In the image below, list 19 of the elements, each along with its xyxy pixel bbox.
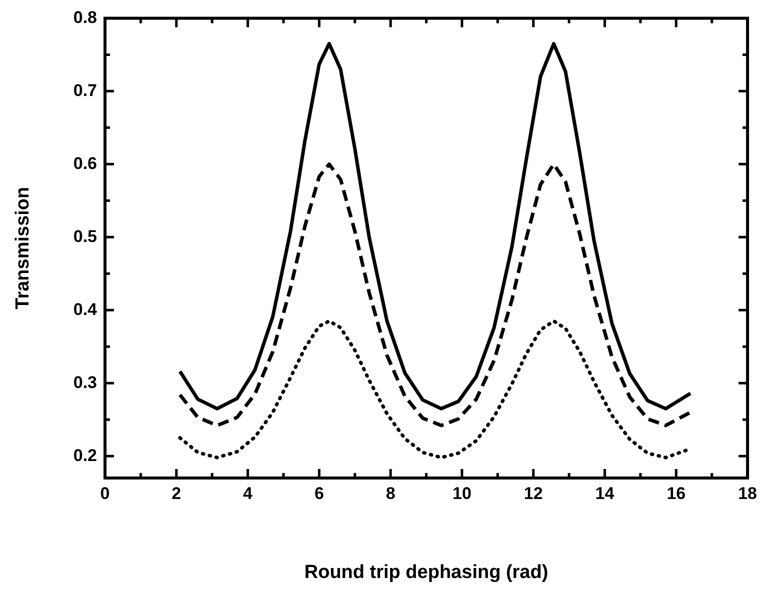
y-tick-label: 0.4: [73, 300, 98, 319]
x-tick-label: 12: [524, 484, 543, 503]
x-tick-label: 8: [386, 484, 396, 503]
y-axis-title: Transmission: [12, 186, 34, 310]
x-tick-label: 14: [595, 484, 615, 503]
y-tick-label: 0.3: [73, 372, 97, 392]
y-tick-label: 0.7: [73, 80, 97, 100]
x-tick-label: 16: [666, 484, 686, 503]
x-axis-title: Round trip dephasing (rad): [304, 562, 548, 583]
y-tick-label: 0.8: [73, 8, 97, 27]
x-tick-label: 4: [243, 484, 254, 503]
x-tick-label: 2: [172, 484, 182, 503]
y-tick-label: 0.2: [73, 446, 97, 465]
x-tick-label: 0: [100, 484, 110, 503]
y-tick-label: 0.6: [73, 154, 97, 173]
x-tick-label: 10: [452, 484, 472, 503]
y-tick-label: 0.5: [73, 226, 97, 246]
x-tick-label: 18: [738, 484, 758, 503]
x-tick-label: 6: [314, 484, 324, 503]
